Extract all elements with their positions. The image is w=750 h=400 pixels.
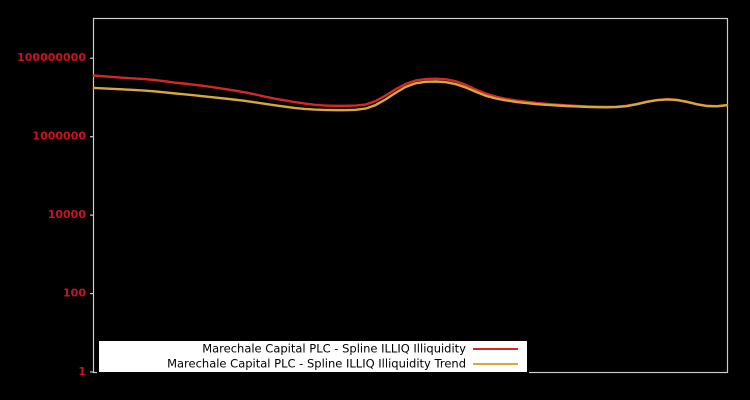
series-lines [92,74,729,112]
y-axis-tick-label-4: 100000000 [17,51,86,64]
y-axis-tick-label-1: 100 [63,287,86,300]
series-line-1 [92,80,729,112]
legend-background [97,339,529,374]
y-axis-tick-label-3: 1000000 [32,130,86,143]
y-axis-tick-label-2: 10000 [48,208,87,221]
legend-label-0: Marechale Capital PLC - Spline ILLIQ Ill… [202,342,466,356]
chart-legend[interactable]: Marechale Capital PLC - Spline ILLIQ Ill… [97,339,529,374]
y-axis-tick-label-0: 1 [78,365,86,378]
legend-label-1: Marechale Capital PLC - Spline ILLIQ Ill… [167,357,466,371]
y-axis-tick-labels: 1 100 10000 1000000 100000000 [17,51,86,378]
